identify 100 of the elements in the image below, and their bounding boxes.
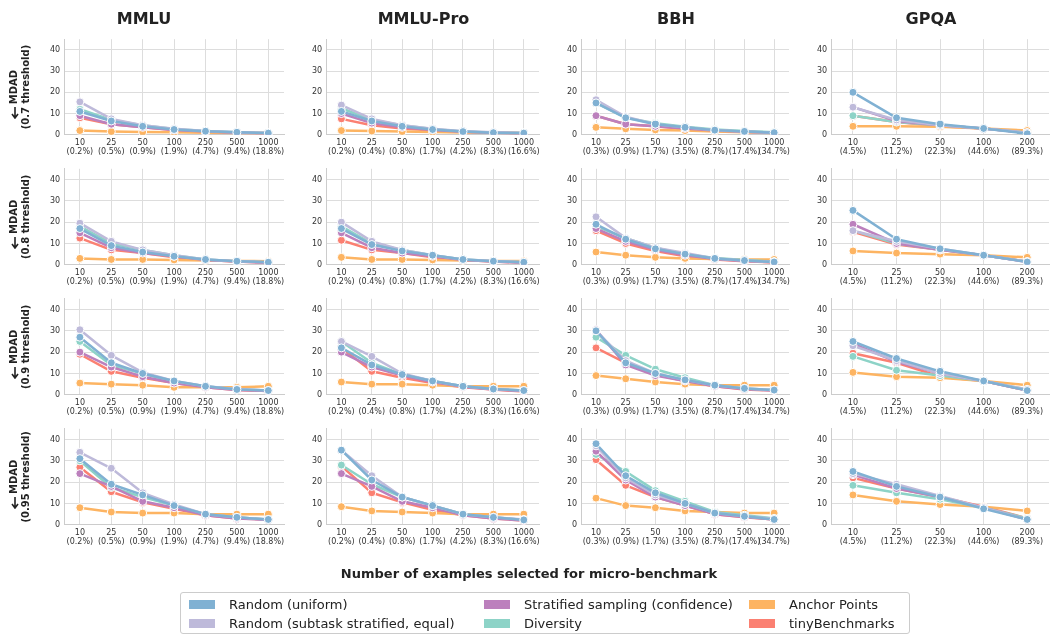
- x-tick-label: 50 (22.3%): [924, 137, 956, 157]
- x-tick-label: 10 (4.5%): [839, 527, 867, 547]
- x-tick-label: 100 (1.9%): [160, 137, 188, 157]
- y-tick-label: 40: [311, 174, 323, 184]
- y-tick-label: 0: [317, 259, 323, 269]
- y-tick-label: 10: [566, 108, 578, 118]
- x-tick-label: 25 (0.5%): [97, 137, 125, 157]
- y-tick-label: 20: [566, 217, 578, 227]
- y-tick-label: 40: [566, 174, 578, 184]
- y-tick-label: 20: [566, 87, 578, 97]
- x-tick-label: 50 (0.9%): [129, 267, 156, 287]
- x-tick-label: 250 (4.7%): [192, 267, 219, 287]
- x-tick-label: 500 (17.4%): [728, 527, 761, 547]
- x-tick-label: 10 (0.3%): [582, 137, 610, 157]
- y-tick-label: 10: [311, 108, 323, 118]
- x-tick-label: 10 (0.2%): [66, 267, 94, 287]
- y-tick-label: 30: [816, 455, 828, 465]
- y-tick-label: 40: [566, 44, 578, 54]
- x-tick-label: 10 (0.2%): [328, 267, 355, 287]
- x-tick-label: 100 (44.6%): [967, 397, 1000, 417]
- chart-title: BBH: [657, 8, 695, 28]
- y-tick-label: 10: [816, 368, 828, 378]
- x-tick-label: 50 (0.8%): [388, 397, 416, 417]
- x-tick-label: 25 (0.9%): [612, 137, 639, 157]
- x-tick-label: 1000 (16.6%): [507, 527, 540, 547]
- x-tick-label: 10 (0.2%): [66, 397, 94, 417]
- x-tick-label: 500 (8.3%): [480, 267, 507, 287]
- y-tick-label: 20: [49, 217, 61, 227]
- y-tick-label: 20: [49, 477, 61, 487]
- chart-title: MMLU-Pro: [377, 8, 470, 28]
- y-tick-label: 0: [55, 519, 61, 529]
- y-tick-label: 10: [49, 368, 61, 378]
- x-tick-label: 100 (44.6%): [967, 527, 1000, 547]
- x-tick-label: 1000 (34.7%): [758, 527, 790, 547]
- y-tick-label: 30: [566, 66, 578, 76]
- y-tick-label: 20: [311, 477, 323, 487]
- x-tick-label: 200 (89.3%): [1011, 527, 1044, 547]
- y-tick-label: 20: [49, 87, 61, 97]
- x-tick-label: 25 (0.5%): [97, 267, 125, 287]
- y-tick-label: 20: [311, 217, 323, 227]
- legend-label: tinyBenchmarks: [788, 615, 896, 633]
- y-tick-label: 40: [311, 304, 323, 314]
- x-tick-label: 25 (11.2%): [880, 267, 913, 287]
- x-tick-label: 1000 (34.7%): [758, 267, 790, 287]
- x-tick-label: 500 (9.4%): [223, 397, 251, 417]
- y-tick-label: 30: [49, 455, 61, 465]
- x-tick-label: 500 (8.3%): [480, 397, 507, 417]
- y-tick-label: 0: [317, 129, 323, 139]
- x-tick-label: 500 (9.4%): [223, 527, 251, 547]
- x-tick-label: 100 (1.9%): [160, 397, 188, 417]
- x-tick-label: 10 (0.2%): [328, 397, 355, 417]
- chart-title: MMLU: [116, 8, 172, 28]
- x-tick-label: 25 (0.4%): [358, 267, 386, 287]
- x-tick-label: 250 (8.7%): [701, 527, 729, 547]
- x-tick-label: 250 (4.2%): [449, 137, 477, 157]
- y-tick-label: 40: [816, 304, 828, 314]
- y-axis-title: MDAD (0.9 threshold): [7, 304, 31, 390]
- x-tick-label: 500 (17.4%): [728, 137, 761, 157]
- y-tick-label: 0: [572, 519, 578, 529]
- y-tick-label: 0: [55, 389, 61, 399]
- x-tick-label: 10 (4.5%): [839, 267, 867, 287]
- y-tick-label: 20: [566, 347, 578, 357]
- y-tick-label: 20: [816, 347, 828, 357]
- y-tick-label: 40: [49, 434, 61, 444]
- x-tick-label: 500 (9.4%): [223, 267, 251, 287]
- x-tick-label: 50 (1.7%): [642, 267, 669, 287]
- y-tick-label: 30: [311, 195, 323, 205]
- x-tick-label: 25 (0.9%): [612, 397, 639, 417]
- x-tick-label: 100 (3.5%): [671, 267, 699, 287]
- x-tick-label: 100 (1.9%): [160, 527, 188, 547]
- x-tick-label: 25 (11.2%): [880, 527, 913, 547]
- y-tick-label: 30: [49, 325, 61, 335]
- y-tick-label: 0: [822, 259, 828, 269]
- y-tick-label: 0: [822, 389, 828, 399]
- y-tick-label: 30: [816, 325, 828, 335]
- x-tick-label: 10 (0.2%): [66, 137, 94, 157]
- y-tick-label: 20: [311, 347, 323, 357]
- y-tick-label: 30: [311, 325, 323, 335]
- y-tick-label: 40: [566, 304, 578, 314]
- y-tick-label: 40: [311, 44, 323, 54]
- y-tick-label: 30: [311, 455, 323, 465]
- x-tick-label: 250 (4.7%): [192, 527, 219, 547]
- x-tick-label: 500 (17.4%): [728, 267, 761, 287]
- legend-label: Random (subtask stratified, equal): [228, 615, 456, 633]
- x-tick-label: 100 (3.5%): [671, 397, 699, 417]
- y-tick-label: 40: [49, 174, 61, 184]
- x-tick-label: 200 (89.3%): [1011, 267, 1044, 287]
- x-tick-label: 100 (3.5%): [671, 527, 699, 547]
- y-tick-label: 0: [317, 389, 323, 399]
- y-tick-label: 10: [49, 108, 61, 118]
- x-tick-label: 1000 (16.6%): [507, 137, 540, 157]
- x-tick-label: 50 (22.3%): [924, 397, 956, 417]
- x-tick-label: 50 (22.3%): [924, 267, 956, 287]
- x-tick-label: 50 (0.8%): [388, 267, 416, 287]
- x-tick-label: 25 (0.5%): [97, 527, 125, 547]
- x-tick-label: 100 (1.9%): [160, 267, 188, 287]
- y-tick-label: 30: [566, 195, 578, 205]
- x-tick-label: 1000 (34.7%): [758, 397, 790, 417]
- x-tick-label: 50 (1.7%): [642, 397, 669, 417]
- x-tick-label: 50 (1.7%): [642, 527, 669, 547]
